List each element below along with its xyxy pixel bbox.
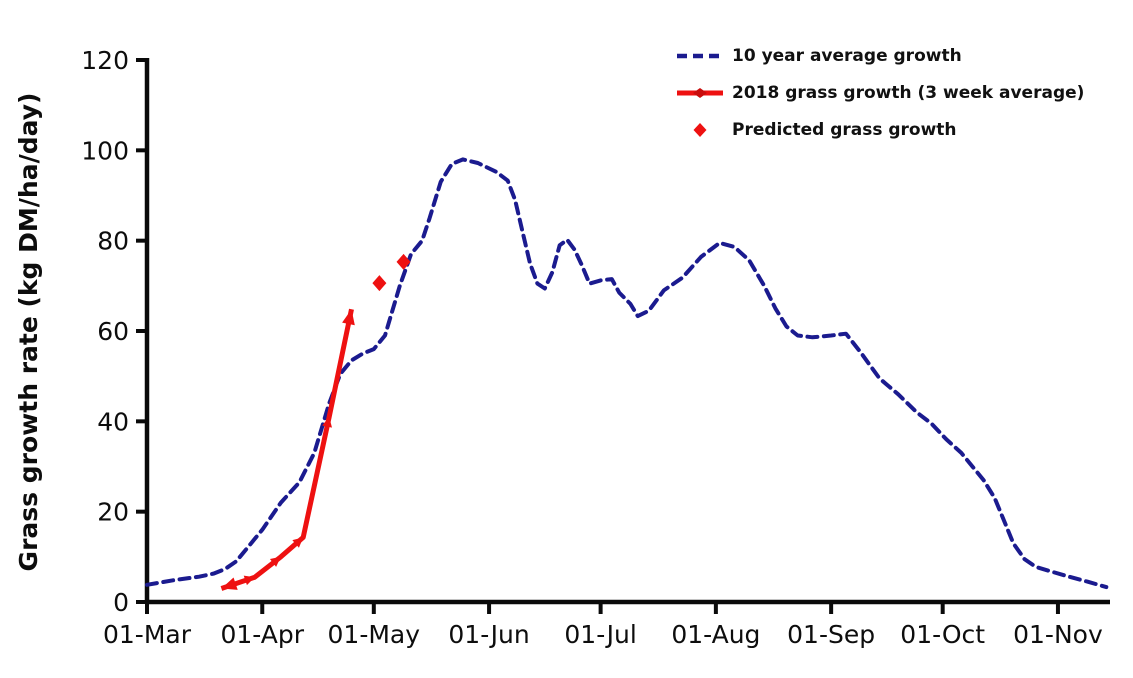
x-tick-label: 01-Jul [564,620,636,649]
y-tick-label: 20 [97,498,129,527]
x-tick-label: 01-Jun [448,620,529,649]
triangle-marker [269,556,281,567]
arrowhead-marker [221,577,238,590]
triangle-marker [292,537,304,548]
predicted-growth-diamond-marker [372,275,387,292]
legend-item-2018-growth: 2018 grass growth (3 week average) [676,81,1084,104]
y-tick-label: 120 [81,46,129,75]
y-tick-label: 100 [81,136,129,165]
diamond-marker-swatch-icon [693,122,707,137]
grass-growth-2018-line [220,308,354,591]
predicted-growth-diamond-marker [396,253,411,270]
legend-label: 10 year average growth [732,45,962,66]
x-tick-label: 01-Nov [1013,620,1103,649]
y-tick-label: 0 [113,588,129,617]
x-tick-label: 01-Oct [900,620,985,649]
x-tick-label: 01-Sep [787,620,875,649]
arrowhead-marker [342,309,355,326]
x-tick-label: 01-Apr [220,620,304,649]
legend-item-predicted-growth: Predicted grass growth [676,118,1084,141]
legend-item-10-year-average: 10 year average growth [676,44,1084,67]
legend-label: Predicted grass growth [732,119,957,140]
triangle-marker [322,416,332,428]
y-tick-label: 80 [97,227,129,256]
triangle-marker [243,575,255,586]
legend: 10 year average growth 2018 grass growth… [676,44,1084,141]
x-tick-label: 01-Aug [671,620,760,649]
ten-year-average-curve [145,157,1109,590]
x-tick-label: 01-Mar [103,620,192,649]
y-tick-label: 60 [97,317,129,346]
x-tick-label: 01-May [328,620,421,649]
y-tick-label: 40 [97,407,129,436]
solid-line-marker-swatch-icon [677,87,723,98]
y-axis-title: Grass growth rate (kg DM/ha/day) [14,92,43,572]
legend-label: 2018 grass growth (3 week average) [732,82,1085,103]
dashed-line-swatch-icon [677,53,723,58]
